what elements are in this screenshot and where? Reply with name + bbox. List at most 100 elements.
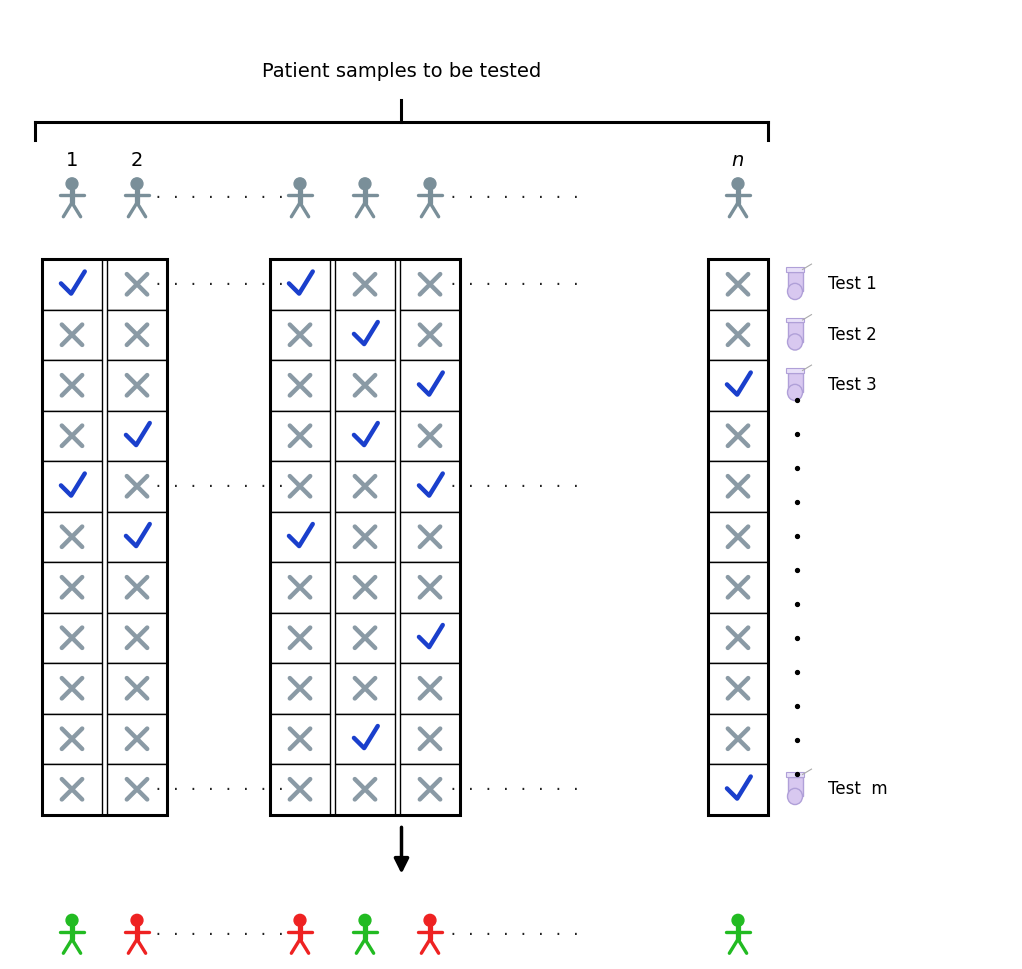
Text: 2: 2 [131,150,143,170]
Bar [335,512,394,562]
Text: · · · · · · · ·: · · · · · · · · [154,191,285,205]
Circle shape [424,915,436,926]
Text: Test 1: Test 1 [828,275,877,294]
Bar [270,411,330,461]
Text: · · · · · · · ·: · · · · · · · · [450,927,580,942]
Bar [335,309,394,360]
Bar [42,713,102,764]
Bar [708,309,768,360]
Bar [270,259,330,309]
Bar [400,259,460,309]
Bar [335,663,394,713]
Bar [107,764,167,815]
Bar [107,562,167,612]
Bar [42,562,102,612]
Bar [42,360,102,411]
Bar [400,461,460,512]
Bar [270,562,330,612]
Bar [400,360,460,411]
Bar [270,663,330,713]
Text: Patient samples to be tested: Patient samples to be tested [262,62,541,81]
Bar [270,259,460,815]
Circle shape [732,178,744,190]
Bar [708,713,768,764]
Bar [708,764,768,815]
Bar [42,309,102,360]
Bar [335,612,394,663]
Text: · · · · · · · ·: · · · · · · · · [154,927,285,942]
Bar [708,259,768,309]
Bar [270,612,330,663]
Bar [107,713,167,764]
Text: · · · · · · · ·: · · · · · · · · [450,782,580,797]
Circle shape [424,178,436,190]
Bar [400,713,460,764]
Bar [400,411,460,461]
Bar [786,772,803,776]
Bar [107,461,167,512]
Bar [335,259,394,309]
Text: · · · · · · · ·: · · · · · · · · [450,191,580,205]
Circle shape [359,178,371,190]
Bar [270,713,330,764]
Bar [708,461,768,512]
Bar [786,368,803,373]
Bar [107,411,167,461]
Bar [400,512,460,562]
Bar [42,612,102,663]
Circle shape [294,915,306,926]
Bar [42,259,167,815]
Bar [42,259,102,309]
Text: · · · · · · · ·: · · · · · · · · [154,277,285,292]
Bar [107,309,167,360]
Bar [788,322,802,342]
Circle shape [66,178,78,190]
Bar [107,612,167,663]
Bar [788,776,802,797]
Bar [786,267,803,271]
Text: · · · · · · · ·: · · · · · · · · [450,479,580,494]
Bar [270,309,330,360]
Bar [708,411,768,461]
Bar [708,360,768,411]
Text: · · · · · · · ·: · · · · · · · · [450,277,580,292]
Bar [335,764,394,815]
Bar [335,411,394,461]
Ellipse shape [788,334,802,350]
Bar [107,512,167,562]
Bar [400,663,460,713]
Bar [788,271,802,292]
Bar [708,259,768,815]
Text: · · · · · · · ·: · · · · · · · · [154,479,285,494]
Bar [335,461,394,512]
Circle shape [131,178,143,190]
Bar [42,512,102,562]
Bar [107,663,167,713]
Bar [708,562,768,612]
Bar [335,562,394,612]
Circle shape [732,915,744,926]
Text: · · · · · · · ·: · · · · · · · · [154,782,285,797]
Text: Test  m: Test m [828,780,888,798]
Bar [786,318,803,322]
Bar [42,663,102,713]
Text: n: n [732,150,744,170]
Bar [42,411,102,461]
Text: Test 3: Test 3 [828,376,877,394]
Bar [400,562,460,612]
Bar [270,360,330,411]
Bar [400,764,460,815]
Ellipse shape [788,789,802,804]
Circle shape [66,915,78,926]
Text: 1: 1 [65,150,79,170]
Text: Test 2: Test 2 [828,326,877,344]
Bar [400,612,460,663]
Bar [708,612,768,663]
Bar [270,461,330,512]
Circle shape [359,915,371,926]
Circle shape [294,178,306,190]
Bar [42,764,102,815]
Ellipse shape [788,385,802,400]
Bar [708,512,768,562]
Circle shape [131,915,143,926]
